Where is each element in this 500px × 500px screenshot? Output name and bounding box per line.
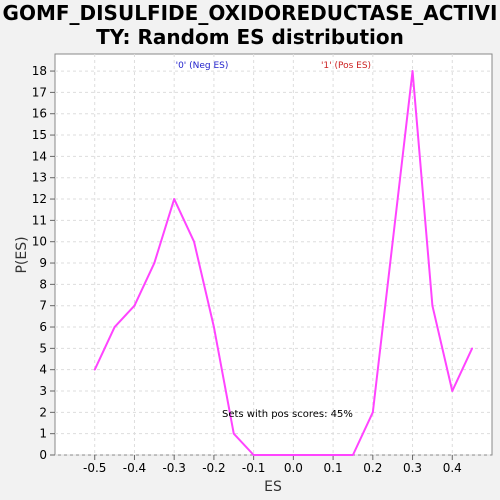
x-tick-label: 0.1	[324, 461, 343, 475]
data-point	[332, 454, 334, 456]
data-point	[451, 390, 454, 392]
data-point	[133, 304, 136, 307]
y-tick-label: 8	[39, 277, 47, 291]
x-tick-label: -0.5	[83, 461, 106, 475]
es-distribution-line	[93, 70, 474, 456]
y-tick-label: 3	[39, 384, 47, 398]
y-tick-label: 4	[39, 363, 47, 377]
data-point	[272, 454, 275, 456]
data-point	[232, 432, 235, 435]
y-tick-label: 16	[32, 107, 47, 121]
plot-area	[54, 53, 493, 456]
data-point	[312, 454, 315, 456]
x-tick-label: 0.3	[403, 461, 422, 475]
x-tick-label: 0.2	[363, 461, 382, 475]
y-tick-label: 9	[39, 256, 47, 270]
data-point	[371, 411, 374, 414]
y-tick-label: 7	[39, 299, 47, 313]
x-tick-label: -0.1	[242, 461, 265, 475]
y-tick-label: 1	[39, 427, 47, 441]
y-tick-label: 5	[39, 341, 47, 355]
pos-score-annotation: Sets with pos scores: 45%	[222, 409, 353, 420]
data-point	[411, 70, 414, 72]
chart-title-line2: TY: Random ES distribution	[96, 25, 404, 49]
y-tick-label: 15	[32, 128, 47, 142]
x-tick-label: -0.2	[202, 461, 225, 475]
y-tick-label: 10	[32, 235, 47, 249]
grid	[55, 54, 492, 456]
y-tick-label: 18	[32, 64, 47, 78]
data-point	[213, 326, 215, 328]
data-point	[153, 262, 156, 264]
x-axis-label: ES	[264, 479, 282, 495]
y-axis-label: P(ES)	[14, 236, 30, 273]
y-tick-label: 2	[39, 405, 47, 419]
y-tick-label: 11	[32, 213, 47, 227]
y-tick-label: 12	[32, 192, 47, 206]
x-tick-label: 0.4	[443, 461, 462, 475]
data-point	[292, 454, 295, 456]
chart-title-line1: GOMF_DISULFIDE_OXIDOREDUCTASE_ACTIVI	[3, 1, 498, 25]
y-tick-label: 0	[39, 448, 47, 462]
data-point	[252, 454, 255, 456]
y-tick-label: 6	[39, 320, 47, 334]
data-point	[193, 240, 195, 243]
x-tick-label: -0.3	[162, 461, 185, 475]
y-tick-label: 13	[32, 171, 47, 185]
data-point	[113, 326, 116, 328]
x-tick-label: 0.0	[284, 461, 303, 475]
legend-pos-es: '1' (Pos ES)	[321, 61, 371, 71]
legend-neg-es: '0' (Neg ES)	[176, 61, 229, 71]
data-point	[352, 454, 354, 456]
series-layer	[93, 70, 474, 456]
data-point	[391, 240, 394, 243]
data-point	[471, 347, 474, 350]
x-tick-label: -0.4	[123, 461, 146, 475]
data-point	[431, 304, 434, 307]
y-tick-label: 17	[32, 85, 47, 99]
axes: -0.5 -0.4 -0.3 -0.2 -0.1 0.0 0.1 0.2 0.3 0.401234…	[32, 64, 462, 475]
data-point	[173, 198, 176, 200]
y-tick-label: 14	[32, 149, 47, 163]
data-point	[93, 368, 96, 371]
